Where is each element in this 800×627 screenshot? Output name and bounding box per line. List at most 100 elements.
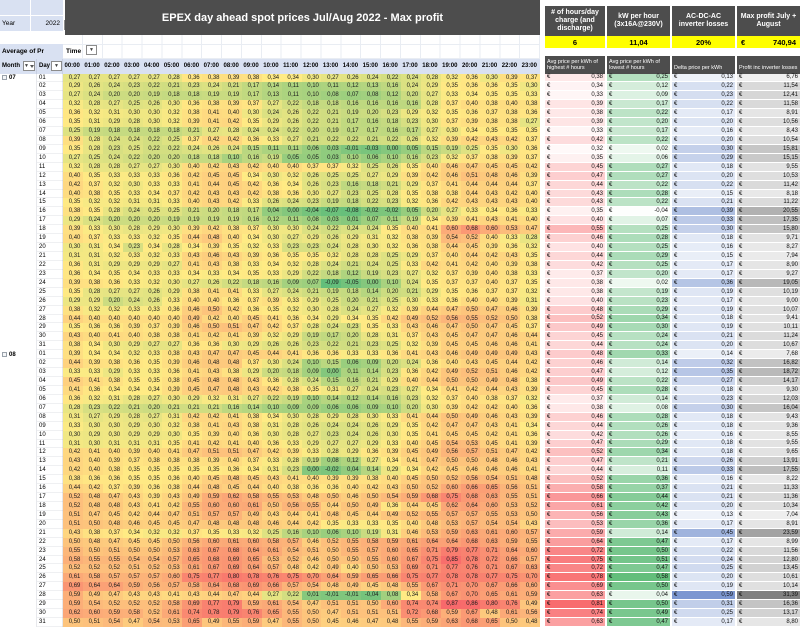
- avg-low-cell[interactable]: €0,42: [607, 501, 670, 511]
- price-cell[interactable]: 0,39: [162, 359, 183, 369]
- price-cell[interactable]: 0,38: [281, 484, 302, 494]
- day-cell[interactable]: 18: [37, 502, 63, 511]
- delta-cell[interactable]: €0,33: [672, 216, 735, 226]
- price-cell[interactable]: 0,36: [182, 100, 203, 110]
- month-filter-button[interactable]: ▼: [23, 61, 35, 71]
- price-cell[interactable]: 0,28: [162, 243, 183, 253]
- price-cell[interactable]: 0,47: [122, 618, 143, 627]
- price-cell[interactable]: 0,28: [122, 394, 143, 404]
- price-cell[interactable]: 0,16: [381, 127, 401, 136]
- price-cell[interactable]: 0,23: [281, 243, 302, 253]
- price-cell[interactable]: 0,42: [261, 448, 282, 458]
- price-cell[interactable]: 0,64: [241, 546, 262, 556]
- price-cell[interactable]: 0,37: [301, 162, 322, 172]
- price-cell[interactable]: 0,77: [480, 573, 501, 583]
- price-cell[interactable]: 0,47: [241, 448, 262, 458]
- price-cell[interactable]: 0,30: [162, 162, 183, 172]
- profit-cell[interactable]: €10,14: [737, 582, 800, 592]
- price-cell[interactable]: 0,39: [63, 135, 83, 145]
- profit-cell[interactable]: €17,55: [737, 466, 800, 476]
- price-cell[interactable]: 0,60: [202, 501, 222, 511]
- price-cell[interactable]: 0,78: [460, 573, 481, 583]
- price-cell[interactable]: 0,17: [361, 127, 381, 136]
- price-cell[interactable]: 0,21: [162, 82, 183, 92]
- price-cell[interactable]: 0,29: [241, 368, 262, 377]
- price-cell[interactable]: 0,32: [381, 305, 401, 315]
- price-cell[interactable]: 0,27: [82, 412, 103, 422]
- price-cell[interactable]: 0,59: [400, 493, 421, 502]
- price-cell[interactable]: 0,46: [341, 493, 362, 502]
- price-cell[interactable]: 0,31: [102, 394, 123, 404]
- price-cell[interactable]: 0,50: [142, 546, 163, 556]
- price-cell[interactable]: 0,11: [281, 91, 302, 101]
- price-cell[interactable]: 0,50: [82, 519, 103, 529]
- price-cell[interactable]: 0,34: [102, 385, 123, 395]
- price-cell[interactable]: 0,28: [281, 430, 302, 440]
- price-cell[interactable]: 0,15: [420, 144, 441, 154]
- price-cell[interactable]: 0,37: [82, 180, 103, 190]
- price-cell[interactable]: 0,29: [381, 377, 401, 386]
- day-cell[interactable]: 13: [37, 457, 63, 467]
- price-cell[interactable]: 0,16: [281, 528, 302, 538]
- price-cell[interactable]: 0,32: [142, 234, 163, 244]
- price-cell[interactable]: 0,66: [261, 582, 282, 592]
- price-cell[interactable]: 0,72: [400, 609, 421, 619]
- price-cell[interactable]: 0,34: [241, 234, 262, 244]
- price-cell[interactable]: 0,25: [142, 207, 163, 217]
- delta-cell[interactable]: €0,36: [672, 278, 735, 288]
- price-cell[interactable]: 0,37: [520, 135, 540, 145]
- price-cell[interactable]: 0,55: [261, 493, 282, 502]
- delta-cell[interactable]: €0,17: [672, 537, 735, 547]
- day-cell[interactable]: 22: [37, 261, 63, 270]
- price-cell[interactable]: 0,57: [162, 582, 183, 592]
- price-cell[interactable]: 0,48: [82, 501, 103, 511]
- price-cell[interactable]: 0,32: [241, 243, 262, 253]
- delta-cell[interactable]: €0,20: [672, 171, 735, 181]
- price-cell[interactable]: 0,58: [361, 537, 381, 547]
- kpi-kw-value[interactable]: 11,04: [607, 36, 670, 48]
- price-cell[interactable]: 0,65: [182, 555, 203, 565]
- price-cell[interactable]: 0,49: [381, 510, 401, 520]
- price-cell[interactable]: 0,47: [222, 591, 242, 601]
- avg-high-cell[interactable]: €0,44: [545, 421, 605, 431]
- price-cell[interactable]: 0,29: [381, 171, 401, 181]
- avg-high-cell[interactable]: €0,35: [545, 153, 605, 163]
- price-cell[interactable]: 0,26: [142, 296, 163, 306]
- price-cell[interactable]: 0,31: [142, 439, 163, 449]
- delta-cell[interactable]: €0,39: [672, 207, 735, 217]
- price-cell[interactable]: 0,36: [222, 466, 242, 476]
- price-cell[interactable]: 0,23: [420, 153, 441, 163]
- price-cell[interactable]: 0,43: [460, 198, 481, 208]
- price-cell[interactable]: 0,57: [222, 510, 242, 520]
- price-cell[interactable]: 0,45: [102, 510, 123, 520]
- price-cell[interactable]: 0,35: [400, 162, 421, 172]
- price-cell[interactable]: 0,42: [261, 323, 282, 333]
- price-cell[interactable]: 0,39: [202, 243, 222, 253]
- price-cell[interactable]: 0,32: [162, 528, 183, 538]
- price-cell[interactable]: 0,48: [222, 475, 242, 485]
- price-cell[interactable]: 0,44: [63, 314, 83, 324]
- price-cell[interactable]: 0,33: [142, 350, 163, 360]
- price-cell[interactable]: 0,51: [102, 546, 123, 556]
- price-cell[interactable]: 0,08: [301, 216, 322, 226]
- price-cell[interactable]: 0,65: [400, 546, 421, 556]
- price-cell[interactable]: 0,42: [122, 510, 143, 520]
- price-cell[interactable]: 0,45: [440, 466, 461, 476]
- price-cell[interactable]: 0,75: [440, 493, 461, 502]
- price-cell[interactable]: 0,22: [142, 135, 163, 145]
- price-cell[interactable]: 0,17: [321, 332, 342, 342]
- price-cell[interactable]: 0,41: [82, 448, 103, 458]
- price-cell[interactable]: 0,41: [520, 341, 540, 351]
- price-cell[interactable]: 0,32: [63, 162, 83, 172]
- price-cell[interactable]: 0,42: [202, 225, 222, 235]
- price-cell[interactable]: 0,36: [261, 377, 282, 386]
- price-cell[interactable]: 0,11: [281, 82, 302, 92]
- price-cell[interactable]: 0,31: [82, 252, 103, 261]
- price-cell[interactable]: 0,41: [142, 501, 163, 511]
- profit-cell[interactable]: €9,55: [737, 439, 800, 449]
- price-cell[interactable]: 0,41: [500, 439, 521, 449]
- price-cell[interactable]: 0,39: [400, 305, 421, 315]
- price-cell[interactable]: 0,52: [400, 510, 421, 520]
- price-cell[interactable]: 0,36: [420, 359, 441, 369]
- avg-low-cell[interactable]: €0,07: [607, 216, 670, 226]
